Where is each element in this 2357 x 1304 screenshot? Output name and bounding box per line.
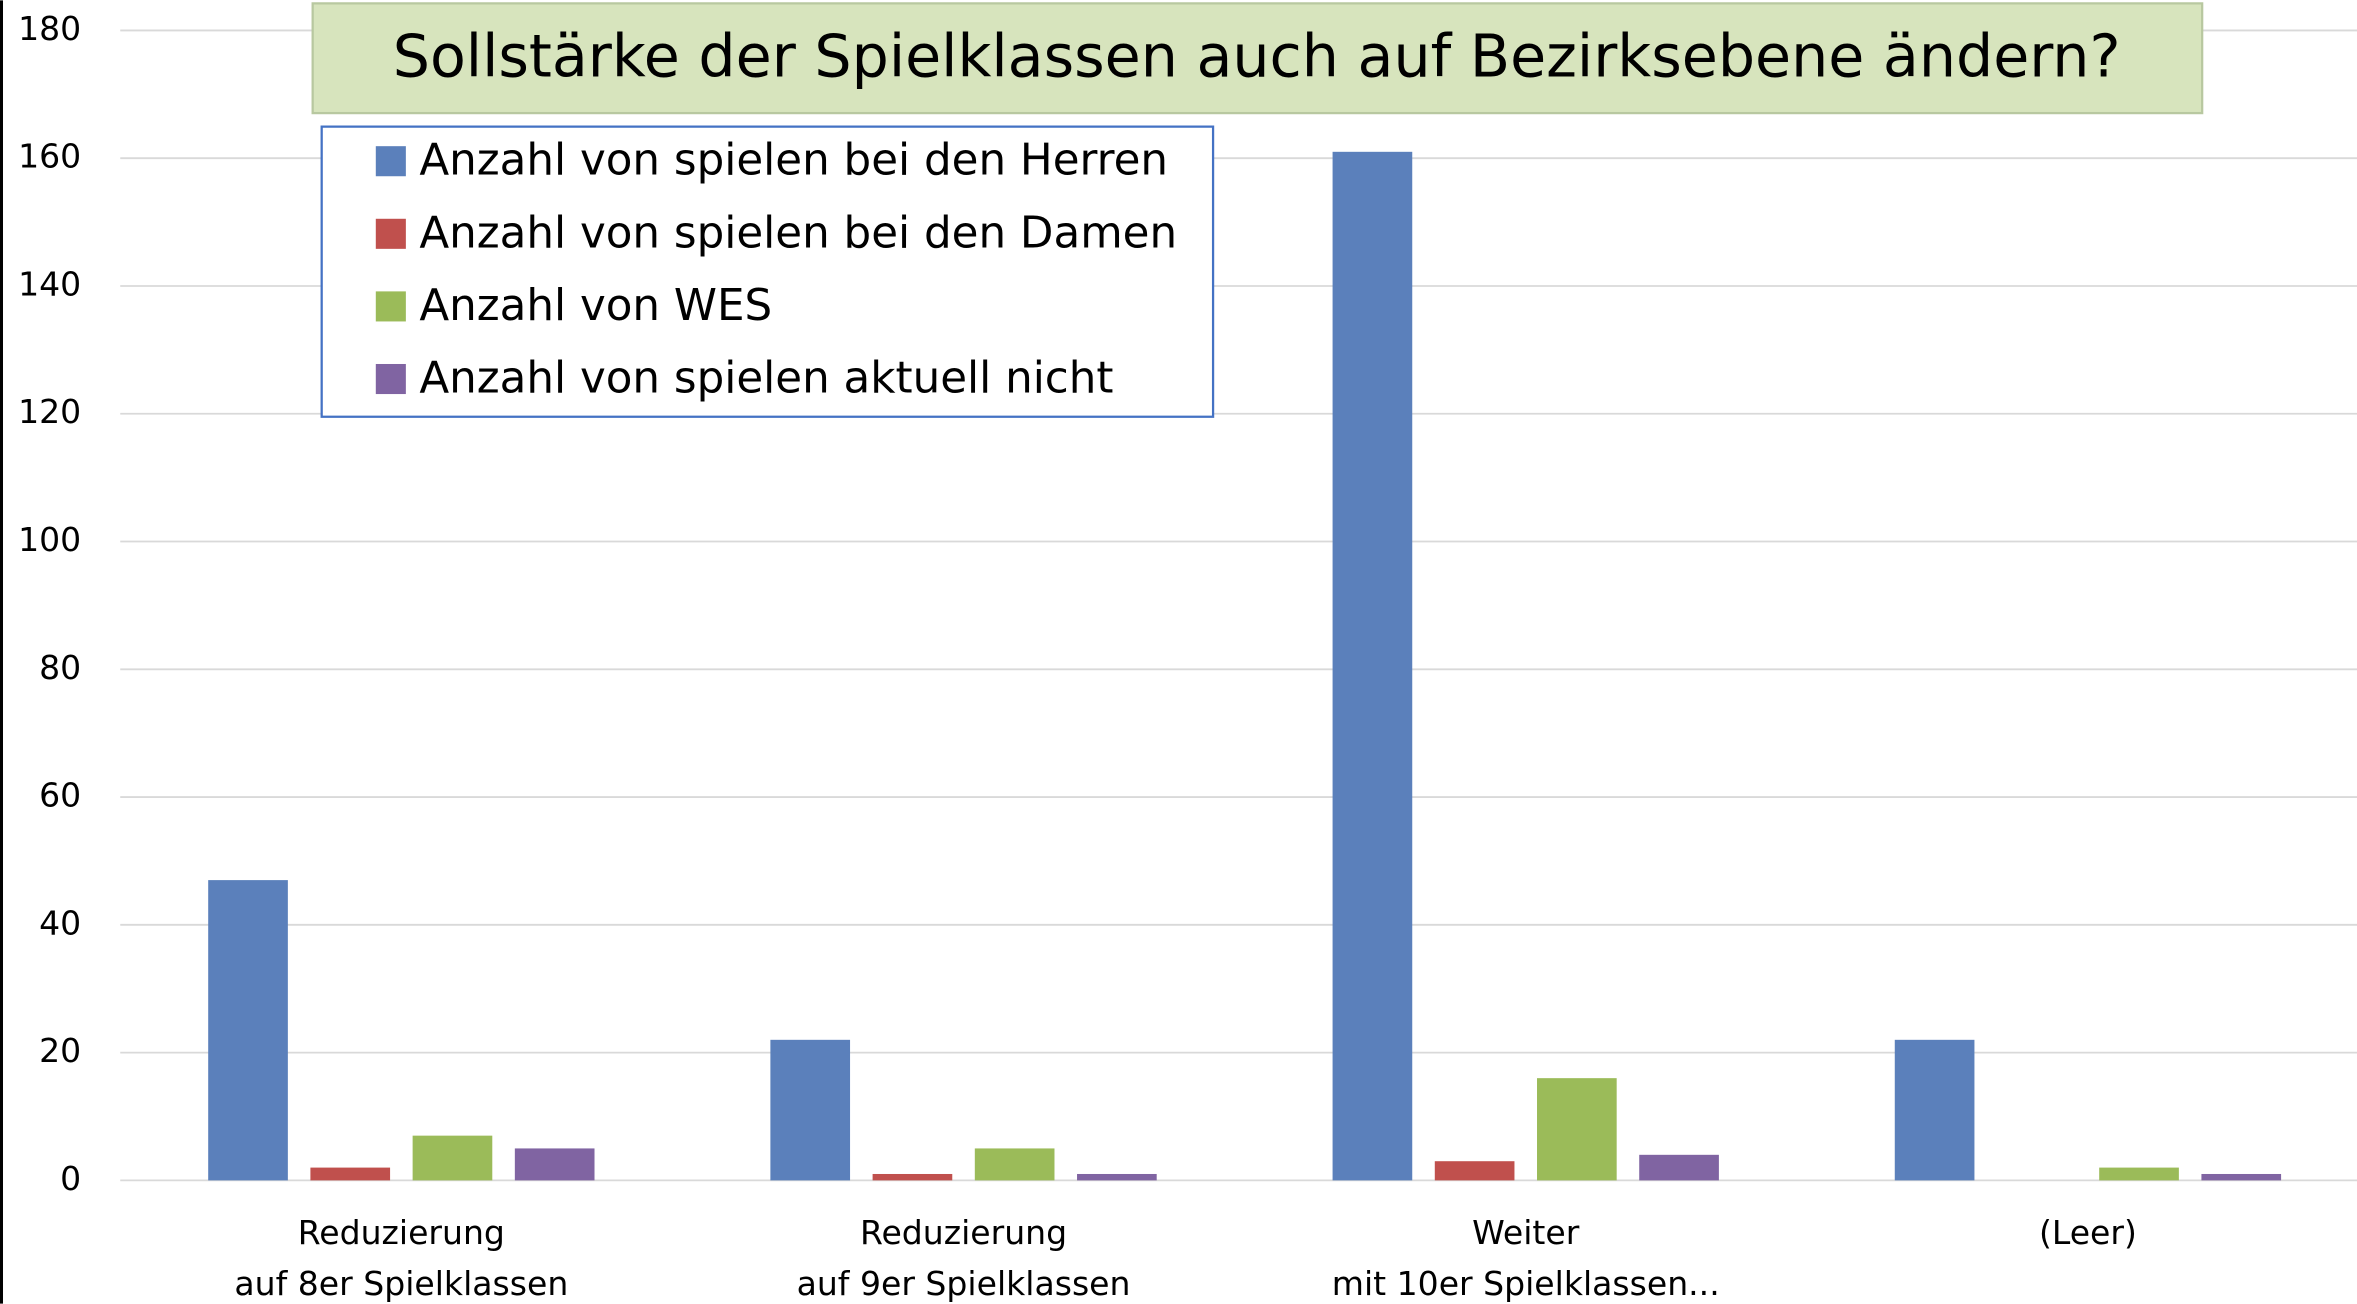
bar [1077, 1173, 1157, 1181]
bar [974, 1148, 1055, 1181]
legend: Anzahl von spielen bei den Herren Anzahl … [375, 136, 1177, 404]
y-tick-label: 140 [18, 264, 81, 303]
legend-swatch [375, 218, 406, 249]
legend-label: Anzahl von spielen bei den Damen [419, 208, 1177, 258]
legend-swatch [375, 363, 406, 395]
bar [1332, 151, 1413, 1181]
x-tick-label: auf 9er Spielklassen [797, 1264, 1131, 1303]
y-tick-label: 80 [39, 648, 81, 687]
legend-swatch [375, 291, 406, 322]
bar [1894, 1039, 1975, 1181]
x-tick-label: Reduzierung [860, 1213, 1067, 1252]
y-tick-label: 20 [39, 1031, 81, 1070]
bar [2201, 1173, 2282, 1181]
y-tick-label: 0 [60, 1159, 81, 1198]
bar [1537, 1078, 1617, 1181]
y-tick-label: 60 [39, 776, 81, 815]
x-tick-label: Weiter [1472, 1213, 1580, 1252]
y-tick-label: 180 [18, 9, 81, 48]
bar [872, 1173, 953, 1181]
title-box [311, 2, 2204, 115]
y-tick-label: 100 [18, 520, 81, 559]
x-tick-label: auf 8er Spielklassen [234, 1264, 568, 1303]
x-tick-label: Reduzierung [298, 1213, 505, 1252]
legend-label: Anzahl von WES [419, 281, 772, 331]
x-tick-label: mit 10er Spielklassen... [1332, 1264, 1720, 1303]
legend-label: Anzahl von spielen aktuell nicht [419, 354, 1113, 404]
bar [2099, 1167, 2179, 1181]
bar [412, 1135, 493, 1181]
bar [770, 1039, 851, 1181]
x-tick-label: (Leer) [2039, 1213, 2137, 1252]
y-tick-label: 160 [18, 137, 81, 176]
bar [1434, 1161, 1515, 1181]
bar [1639, 1154, 1719, 1181]
y-tick-label: 40 [39, 903, 81, 942]
bars: Reduzierung auf 8er Spielklassen Reduzieru… [208, 151, 2282, 1303]
y-tick-label: 120 [18, 392, 81, 431]
bar [310, 1167, 391, 1181]
legend-swatch [375, 146, 406, 177]
legend-label: Anzahl von spielen bei den Herren [419, 136, 1168, 186]
bar [514, 1148, 595, 1181]
bar [208, 880, 288, 1181]
chart-title: Sollstärke der Spielklassen auch auf Bez… [393, 23, 2121, 91]
legend-box [320, 125, 1215, 418]
